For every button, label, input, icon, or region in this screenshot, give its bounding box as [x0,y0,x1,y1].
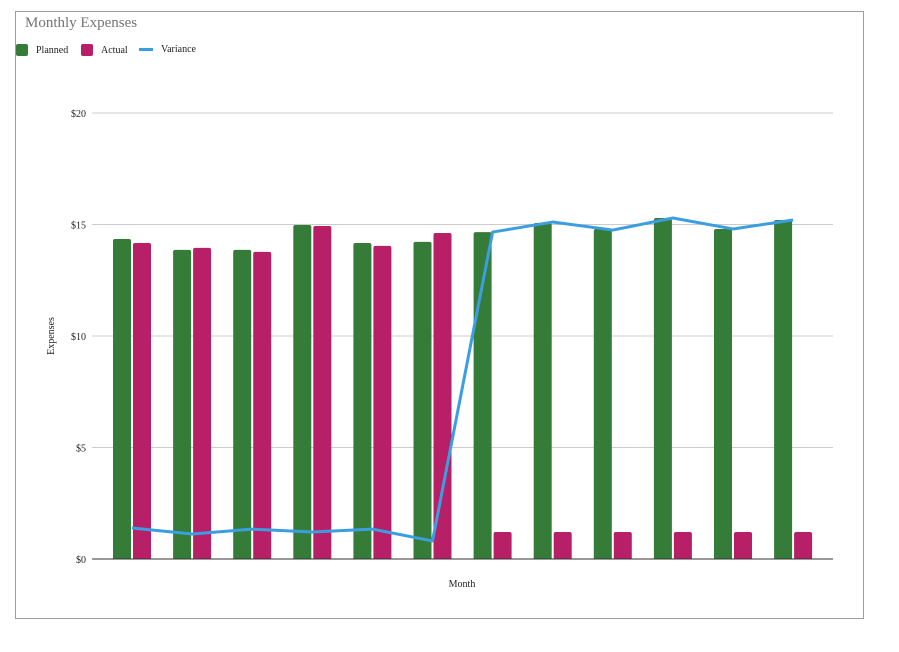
variance-line [131,216,794,543]
bar-planned [113,238,131,559]
legend-variance[interactable]: Variance [139,44,196,55]
legend-label: Actual [101,44,128,56]
legend-swatch [81,44,93,56]
bar-actual [734,532,752,559]
y-tick-label: $20 [71,109,86,120]
legend-label: Planned [36,44,69,56]
legend-label: Variance [161,44,196,55]
legend-actual[interactable]: Actual [81,44,128,56]
bar-planned [653,218,672,559]
bar-planned [413,241,432,560]
legend-swatch [16,44,28,56]
bar-actual [613,532,632,559]
bar-actual [553,532,572,559]
bar-actual [673,532,692,559]
bar-actual [193,247,212,560]
x-axis-title: Month [449,579,476,590]
bar-planned [593,228,612,559]
bar-planned [173,249,192,559]
bar-actual [433,232,452,559]
bar-planned [714,228,732,559]
y-axis-title: Expenses [46,317,57,355]
legend-planned[interactable]: Planned [16,44,68,56]
y-tick-label: $15 [71,221,86,232]
bar-actual [253,251,272,559]
bar-actual [493,532,512,559]
chart-frame [15,11,864,619]
bar-actual [794,532,813,559]
bar-actual [373,245,392,559]
bar-planned [533,222,552,559]
legend-swatch [139,48,153,51]
bar-actual [313,226,332,559]
bar-actual [133,243,151,559]
bar-planned [233,249,252,559]
y-tick-label: $5 [76,444,86,455]
bar-planned [774,220,793,560]
y-tick-label: $10 [71,332,86,343]
bar-planned [353,243,372,559]
bar-planned [293,224,312,560]
chart-title: Monthly Expenses [25,15,138,31]
y-tick-label: $0 [76,555,86,566]
